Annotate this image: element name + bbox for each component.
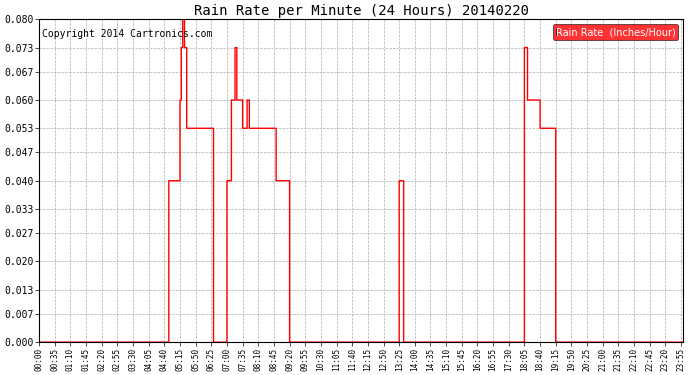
Text: Copyright 2014 Cartronics.com: Copyright 2014 Cartronics.com xyxy=(42,29,213,39)
Legend: Rain Rate  (Inches/Hour): Rain Rate (Inches/Hour) xyxy=(553,24,678,40)
Title: Rain Rate per Minute (24 Hours) 20140220: Rain Rate per Minute (24 Hours) 20140220 xyxy=(194,4,529,18)
